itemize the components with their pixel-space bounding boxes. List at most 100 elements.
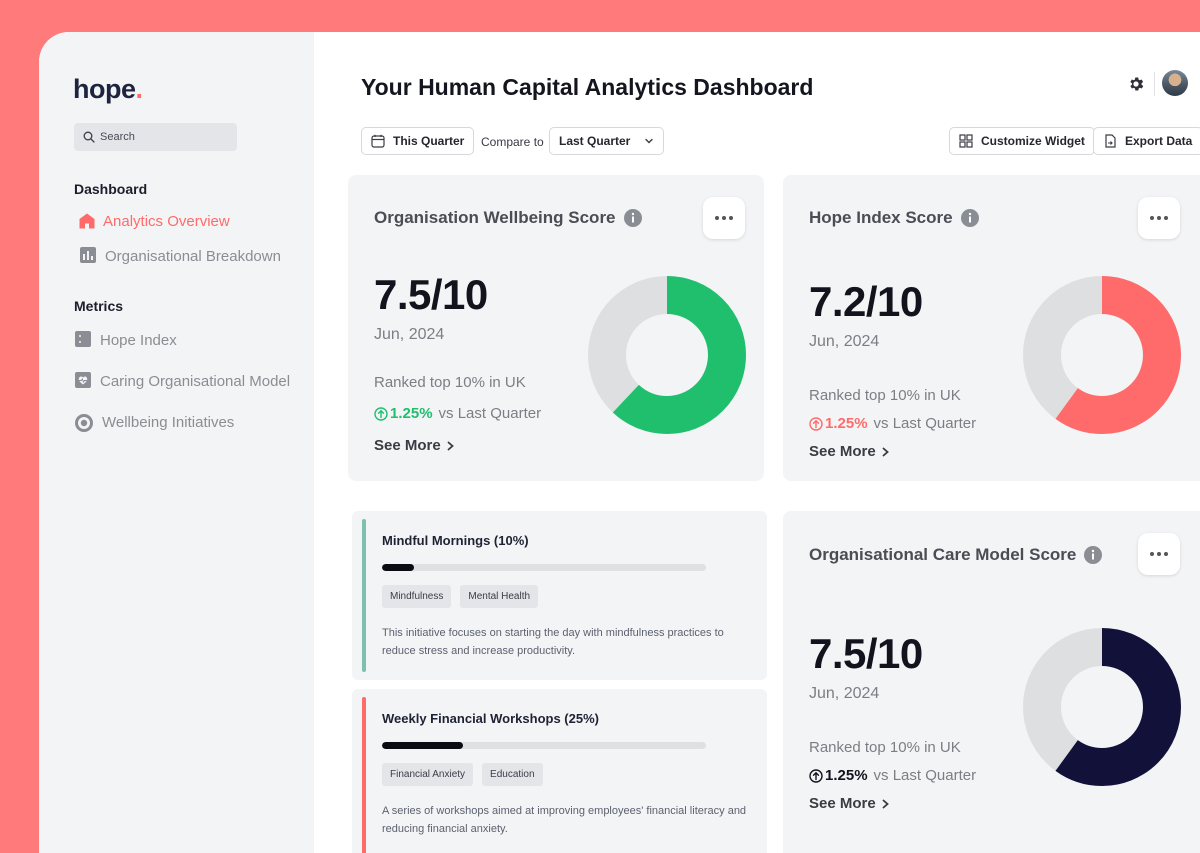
- info-icon[interactable]: [960, 209, 979, 227]
- brand-dot: .: [135, 74, 144, 104]
- see-more-link[interactable]: See More: [809, 795, 890, 812]
- delta-row: 1.25% vs Last Quarter: [809, 767, 976, 784]
- sidebar-item-label: Analytics Overview: [103, 212, 230, 230]
- score-date: Jun, 2024: [809, 333, 880, 350]
- initiative-tags: Mindfulness Mental Health: [382, 585, 539, 608]
- initiative-accent-bar: [362, 697, 366, 853]
- export-label: Export Data: [1125, 134, 1193, 148]
- arrow-up-circle-icon: [374, 406, 388, 421]
- wellbeing-donut-chart: [588, 276, 746, 434]
- see-more-label: See More: [374, 437, 441, 454]
- compare-dropdown[interactable]: Last Quarter: [549, 127, 665, 155]
- delta-percent: 1.25%: [825, 767, 868, 784]
- tag[interactable]: Financial Anxiety: [382, 763, 474, 786]
- main-content: Your Human Capital Analytics Dashboard T…: [314, 32, 1200, 853]
- sidebar-item-wellbeing-initiatives[interactable]: Wellbeing Initiatives: [74, 413, 235, 432]
- score-date: Jun, 2024: [809, 685, 880, 702]
- care-model-donut-chart: [1023, 628, 1181, 786]
- compare-label: Compare to: [481, 135, 544, 149]
- period-selector[interactable]: This Quarter: [361, 127, 475, 155]
- see-more-link[interactable]: See More: [374, 437, 455, 454]
- more-icon: [715, 216, 733, 220]
- search-input[interactable]: Search: [74, 123, 237, 151]
- more-options-button[interactable]: [703, 197, 745, 239]
- score-date: Jun, 2024: [374, 326, 445, 343]
- delta-text: vs Last Quarter: [873, 767, 977, 784]
- initiative-tags: Financial Anxiety Education: [382, 763, 543, 786]
- tag[interactable]: Mindfulness: [382, 585, 452, 608]
- delta-percent: 1.25%: [390, 405, 433, 422]
- page-title: Your Human Capital Analytics Dashboard: [361, 74, 814, 100]
- card-title: Hope Index Score: [809, 208, 979, 228]
- card-title-text: Hope Index Score: [809, 208, 953, 227]
- sidebar: hope. Search Dashboard Analytics Overvie…: [39, 32, 314, 853]
- initiative-card[interactable]: Mindful Mornings (10%) Mindfulness Menta…: [352, 511, 767, 680]
- calendar-icon: [371, 134, 385, 148]
- nav-section-metrics: Metrics: [74, 298, 124, 314]
- sidebar-item-label: Organisational Breakdown: [105, 247, 281, 265]
- chevron-right-icon: [881, 799, 890, 809]
- gear-icon[interactable]: [1127, 75, 1145, 93]
- more-icon: [1150, 216, 1168, 220]
- app-window: hope. Search Dashboard Analytics Overvie…: [39, 32, 1200, 853]
- initiative-progress-bar: [382, 742, 706, 749]
- care-model-score-card: Organisational Care Model Score 7.5/10 J…: [783, 511, 1200, 853]
- arrow-up-circle-icon: [809, 416, 823, 431]
- info-icon[interactable]: [1084, 546, 1103, 564]
- search-placeholder: Search: [100, 131, 135, 143]
- more-options-button[interactable]: [1138, 533, 1180, 575]
- grid-icon: [75, 331, 93, 349]
- export-data-button[interactable]: Export Data: [1093, 127, 1200, 155]
- period-label: This Quarter: [393, 134, 465, 148]
- avatar[interactable]: [1162, 70, 1188, 96]
- brand-name: hope: [73, 74, 136, 104]
- brand-logo[interactable]: hope.: [73, 74, 143, 105]
- initiative-description: A series of workshops aimed at improving…: [382, 805, 747, 835]
- initiative-card[interactable]: Weekly Financial Workshops (25%) Financi…: [352, 689, 767, 853]
- tag[interactable]: Education: [482, 763, 543, 786]
- search-icon: [83, 131, 95, 143]
- sidebar-item-label: Hope Index: [100, 331, 177, 349]
- rank-text: Ranked top 10% in UK: [374, 374, 526, 391]
- sidebar-item-analytics-overview[interactable]: Analytics Overview: [78, 212, 230, 230]
- wellbeing-score-card: Organisation Wellbeing Score 7.5/10 Jun,…: [348, 175, 764, 481]
- rank-text: Ranked top 10% in UK: [809, 739, 961, 756]
- card-title: Organisation Wellbeing Score: [374, 208, 642, 228]
- initiative-description: This initiative focuses on starting the …: [382, 627, 724, 657]
- bar-chart-icon: [80, 247, 98, 265]
- sidebar-item-label: Caring Organisational Model: [100, 372, 291, 390]
- chevron-right-icon: [446, 441, 455, 451]
- initiative-progress-bar: [382, 564, 706, 571]
- delta-text: vs Last Quarter: [438, 405, 542, 422]
- customize-label: Customize Widget: [981, 134, 1085, 148]
- score-value: 7.5/10: [374, 271, 488, 318]
- chevron-right-icon: [881, 447, 890, 457]
- score-value: 7.5/10: [809, 630, 923, 677]
- hope-index-donut-chart: [1023, 276, 1181, 434]
- delta-row: 1.25% vs Last Quarter: [374, 405, 541, 422]
- delta-row: 1.25% vs Last Quarter: [809, 415, 976, 432]
- sidebar-item-hope-index[interactable]: Hope Index: [75, 331, 177, 349]
- rank-text: Ranked top 10% in UK: [809, 387, 961, 404]
- see-more-label: See More: [809, 443, 876, 460]
- target-icon: [74, 413, 95, 432]
- widgets-icon: [959, 134, 973, 148]
- sidebar-item-label: Wellbeing Initiatives: [102, 413, 235, 431]
- nav-section-dashboard: Dashboard: [74, 181, 148, 197]
- export-icon: [1103, 134, 1117, 148]
- sidebar-item-organisational-breakdown[interactable]: Organisational Breakdown: [80, 247, 281, 265]
- see-more-link[interactable]: See More: [809, 443, 890, 460]
- score-value: 7.2/10: [809, 278, 923, 325]
- tag[interactable]: Mental Health: [460, 585, 539, 608]
- card-title: Organisational Care Model Score: [809, 545, 1103, 565]
- customize-widget-button[interactable]: Customize Widget: [949, 127, 1095, 155]
- card-title-text: Organisation Wellbeing Score: [374, 208, 616, 227]
- delta-text: vs Last Quarter: [873, 415, 977, 432]
- hope-index-score-card: Hope Index Score 7.2/10 Jun, 2024 Ranked…: [783, 175, 1200, 481]
- initiative-accent-bar: [362, 519, 366, 672]
- sidebar-item-caring-organisational-model[interactable]: Caring Organisational Model: [75, 372, 290, 390]
- info-icon[interactable]: [623, 209, 642, 227]
- arrow-up-circle-icon: [809, 768, 823, 783]
- more-options-button[interactable]: [1138, 197, 1180, 239]
- compare-value: Last Quarter: [559, 134, 631, 148]
